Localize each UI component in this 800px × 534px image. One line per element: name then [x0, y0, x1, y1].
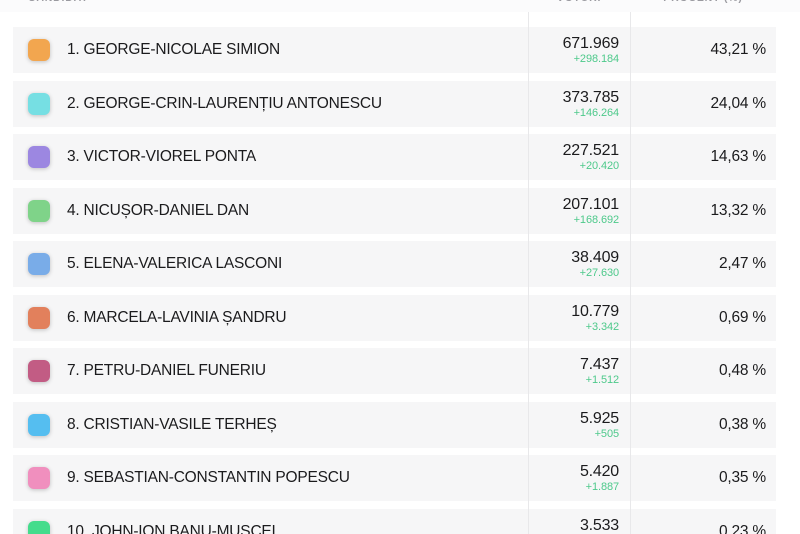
vote-percentage: 2,47 %: [718, 255, 766, 272]
votes-cell: 373.785 +146.264: [479, 88, 620, 120]
candidate-name: 8. CRISTIAN-VASILE TERHEȘ: [67, 416, 277, 434]
vote-count: 227.521: [562, 142, 620, 159]
vote-count: 207.101: [562, 195, 620, 213]
candidate-rank: 9.: [67, 469, 80, 486]
candidate-name: 2. GEORGE-CRIN-LAURENȚIU ANTONESCU: [67, 95, 382, 113]
vote-count: 3.533: [579, 516, 619, 534]
candidate-rank: 1.: [67, 41, 80, 58]
candidate-name-label: MARCELA-LAVINIA ȘANDRU: [83, 308, 287, 326]
candidate-name-label: GEORGE-CRIN-LAURENȚIU ANTONESCU: [83, 94, 383, 112]
votes-cell: 5.925 +505: [479, 409, 619, 441]
column-header-votes: VOTURI: [528, 0, 630, 4]
vote-count-delta: +20.420: [579, 160, 619, 172]
candidate-name: 1. GEORGE-NICOLAE SIMION: [67, 41, 280, 59]
vote-count: 5.925: [579, 409, 619, 427]
candidate-name: 4. NICUȘOR-DANIEL DAN: [67, 202, 249, 220]
candidate-name-label: SEBASTIAN-CONSTANTIN POPESCU: [83, 469, 350, 486]
candidate-rank: 3.: [67, 148, 80, 165]
vote-count: 5.420: [579, 463, 619, 480]
candidate-row: 4. NICUȘOR-DANIEL DAN 207.101 +168.692 13…: [13, 187, 776, 234]
vote-percentage: 24,04 %: [710, 94, 767, 112]
vote-count-delta: +146.264: [573, 106, 619, 119]
vote-count: 10.779: [571, 302, 619, 320]
vote-percentage: 0,35 %: [718, 469, 766, 486]
candidate-row: 2. GEORGE-CRIN-LAURENȚIU ANTONESCU 373.78…: [13, 80, 776, 127]
column-header-candidate: CANDIDAT: [28, 0, 88, 4]
candidate-name: 7. PETRU-DANIEL FUNERIU: [67, 362, 266, 380]
vote-count: 38.409: [571, 249, 619, 266]
vote-count-delta: +3.342: [585, 320, 619, 333]
candidate-row: 10. JOHN-ION BANU-MUSCEL 3.533 0,23 %: [13, 508, 776, 534]
votes-cell: 38.409 +27.630: [479, 248, 619, 280]
candidate-name-label: PETRU-DANIEL FUNERIU: [83, 362, 267, 379]
votes-cell: 7.437 +1.512: [479, 355, 619, 387]
candidate-rank: 8.: [67, 415, 80, 433]
candidate-color-swatch: [28, 146, 50, 168]
votes-cell: 671.969 +298.184: [479, 34, 620, 66]
candidate-name: 5. ELENA-VALERICA LASCONI: [67, 255, 282, 273]
vote-count: 671.969: [562, 35, 620, 52]
vote-percentage: 0,48 %: [718, 362, 766, 379]
candidate-row: 1. GEORGE-NICOLAE SIMION 671.969 +298.184…: [13, 27, 776, 73]
vote-count-delta: +1.512: [585, 374, 619, 386]
vote-count: 7.437: [579, 356, 619, 373]
votes-cell: 10.779 +3.342: [479, 302, 619, 334]
candidate-color-swatch: [28, 413, 50, 436]
candidate-row: 3. VICTOR-VIOREL PONTA 227.521 +20.420 14…: [13, 134, 776, 180]
candidate-color-swatch: [28, 360, 50, 382]
candidate-color-swatch: [28, 92, 50, 115]
column-header-percent: PROCENT (%): [630, 0, 776, 4]
candidate-rank: 6.: [67, 308, 80, 326]
results-table: 1. GEORGE-NICOLAE SIMION 671.969 +298.184…: [13, 27, 776, 534]
candidate-color-swatch: [28, 306, 50, 329]
candidate-name: 9. SEBASTIAN-CONSTANTIN POPESCU: [67, 469, 350, 487]
candidate-name-label: CRISTIAN-VASILE TERHEȘ: [83, 415, 277, 433]
vote-count-delta: +1.887: [585, 481, 619, 493]
candidate-color-swatch: [28, 520, 50, 534]
candidate-name: 10. JOHN-ION BANU-MUSCEL: [67, 523, 280, 534]
candidate-rank: 2.: [67, 94, 80, 112]
candidate-rank: 4.: [67, 201, 80, 219]
vote-count: 373.785: [562, 88, 620, 106]
votes-cell: 5.420 +1.887: [479, 462, 619, 494]
candidate-name-label: JOHN-ION BANU-MUSCEL: [91, 522, 280, 534]
candidate-name-label: ELENA-VALERICA LASCONI: [83, 255, 283, 272]
candidate-name-label: GEORGE-NICOLAE SIMION: [83, 41, 281, 58]
candidate-color-swatch: [28, 467, 50, 489]
vote-count-delta: +505: [594, 427, 619, 440]
candidate-row: 7. PETRU-DANIEL FUNERIU 7.437 +1.512 0,48…: [13, 348, 776, 394]
vote-percentage: 14,63 %: [710, 148, 767, 165]
candidate-name-label: NICUȘOR-DANIEL DAN: [83, 201, 250, 219]
candidate-row: 8. CRISTIAN-VASILE TERHEȘ 5.925 +505 0,38…: [13, 401, 776, 448]
vote-percentage: 43,21 %: [710, 41, 767, 58]
table-header: CANDIDAT VOTURI PROCENT (%): [0, 0, 800, 12]
candidate-rank: 5.: [67, 255, 80, 272]
vote-count-delta: +168.692: [573, 213, 619, 226]
candidate-color-swatch: [28, 199, 50, 222]
votes-cell: 207.101 +168.692: [479, 195, 620, 227]
votes-cell: 3.533: [479, 516, 619, 534]
vote-percentage: 13,32 %: [710, 201, 767, 219]
candidate-rank: 10.: [67, 522, 88, 534]
candidate-row: 6. MARCELA-LAVINIA ȘANDRU 10.779 +3.342 0…: [13, 294, 776, 341]
candidate-name: 6. MARCELA-LAVINIA ȘANDRU: [67, 308, 287, 327]
vote-count-delta: +27.630: [579, 267, 619, 279]
candidate-row: 9. SEBASTIAN-CONSTANTIN POPESCU 5.420 +1.…: [13, 455, 776, 501]
vote-percentage: 0,69 %: [718, 308, 766, 326]
candidate-row: 5. ELENA-VALERICA LASCONI 38.409 +27.630 …: [13, 241, 776, 287]
candidate-name-label: VICTOR-VIOREL PONTA: [83, 148, 257, 165]
candidate-name: 3. VICTOR-VIOREL PONTA: [67, 148, 256, 166]
vote-percentage: 0,38 %: [718, 415, 766, 433]
votes-cell: 227.521 +20.420: [479, 141, 620, 173]
candidate-color-swatch: [28, 253, 50, 275]
candidate-rank: 7.: [67, 362, 80, 379]
vote-count-delta: +298.184: [573, 53, 619, 65]
vote-percentage: 0,23 %: [718, 522, 766, 534]
candidate-color-swatch: [28, 39, 50, 61]
